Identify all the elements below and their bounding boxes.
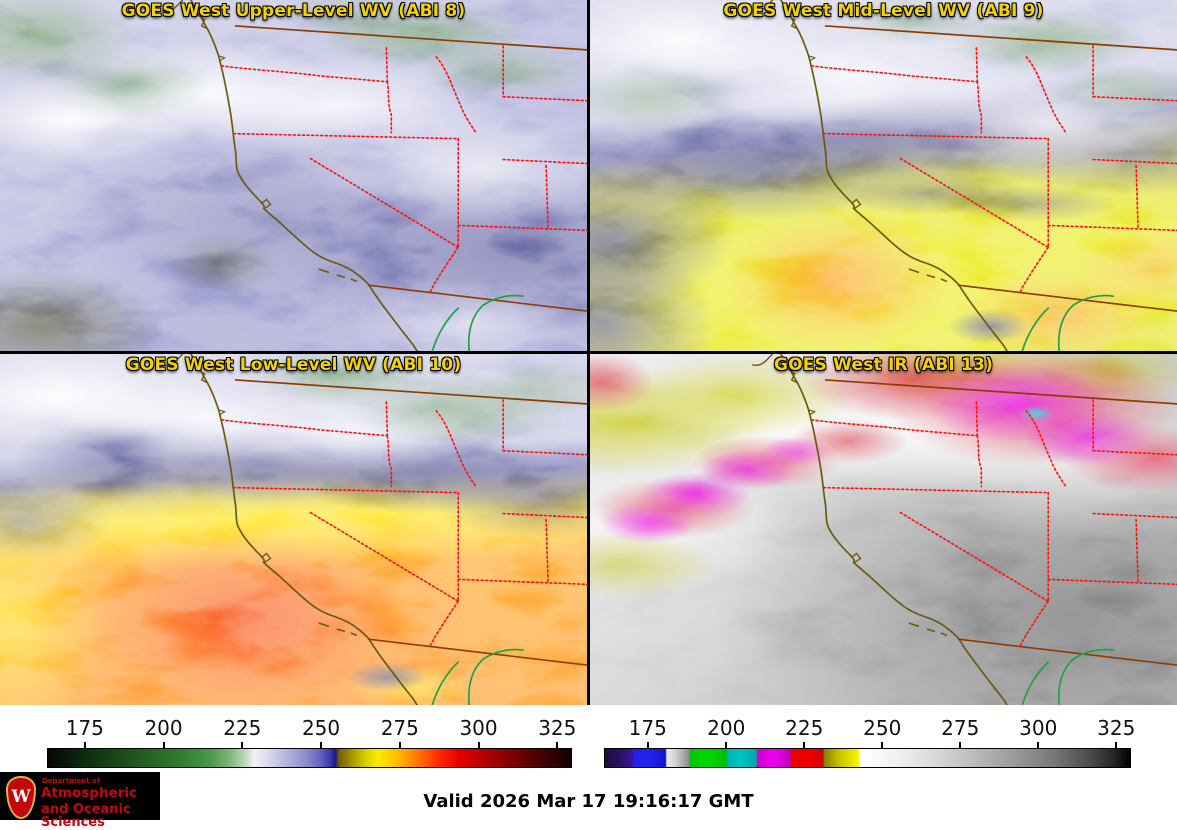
tick-label: 175: [628, 716, 667, 740]
tick-mark: [959, 742, 962, 748]
tick-mark: [320, 742, 323, 748]
tick-label: 275: [380, 716, 419, 740]
panel-mid-level-wv: GOES West Mid-Level WV (ABI 9): [590, 0, 1177, 351]
tick-mark: [477, 742, 480, 748]
footer: 175 200 225 250 275 300 325 175 200 225 …: [0, 705, 1177, 829]
panel-low-level-wv: GOES West Low-Level WV (ABI 10): [0, 354, 587, 705]
tick-label: 225: [785, 716, 824, 740]
tick-label: 300: [459, 716, 498, 740]
crest-monogram: W: [11, 787, 31, 807]
ir-enhancement-gradient-bar: [604, 748, 1131, 768]
basemap-overlay: [0, 0, 587, 351]
tick-mark: [881, 742, 884, 748]
tick-mark: [646, 742, 649, 748]
tick-label: 275: [941, 716, 980, 740]
tick-mark: [398, 742, 401, 748]
tick-mark: [83, 742, 86, 748]
tick-label: 175: [65, 716, 104, 740]
tick-mark: [241, 742, 244, 748]
tick-label: 200: [144, 716, 183, 740]
logo-line-atmospheric: Atmospheric: [41, 785, 137, 801]
panel-title-mid-wv: GOES West Mid-Level WV (ABI 9): [723, 1, 1044, 21]
panel-upper-level-wv: GOES West Upper-Level WV (ABI 8): [0, 0, 587, 351]
tick-mark: [556, 742, 559, 748]
basemap-overlay: [590, 0, 1177, 351]
tick-mark: [1037, 742, 1040, 748]
panel-title-low-wv: GOES West Low-Level WV (ABI 10): [125, 355, 462, 375]
colorbar-water-vapor: 175 200 225 250 275 300 325: [47, 705, 576, 769]
tick-label: 225: [223, 716, 262, 740]
panel-ir: GOES West IR (ABI 13): [590, 354, 1177, 705]
basemap-overlay: [0, 354, 587, 705]
tick-label: 250: [863, 716, 902, 740]
water-vapor-gradient-bar: [47, 748, 572, 768]
colorbar-ir: 175 200 225 250 275 300 325: [604, 705, 1135, 769]
tick-label: 200: [707, 716, 746, 740]
tick-mark: [162, 742, 165, 748]
valid-timestamp: Valid 2026 Mar 17 19:16:17 GMT: [423, 791, 754, 812]
uw-crest-icon: W: [6, 776, 36, 819]
logo-line-department: Department of: [42, 777, 100, 785]
tick-label: 325: [1097, 716, 1136, 740]
panel-title-upper-wv: GOES West Upper-Level WV (ABI 8): [121, 1, 466, 21]
basemap-overlay: [590, 354, 1177, 705]
panel-grid: GOES West Upper-Level WV (ABI 8) GOES We…: [0, 0, 1177, 705]
tick-mark: [1115, 742, 1118, 748]
panel-title-ir: GOES West IR (ABI 13): [773, 355, 994, 375]
tick-label: 250: [301, 716, 341, 740]
tick-mark: [725, 742, 728, 748]
tick-mark: [803, 742, 806, 748]
tick-label: 300: [1019, 716, 1058, 740]
tick-label: 325: [538, 716, 577, 740]
